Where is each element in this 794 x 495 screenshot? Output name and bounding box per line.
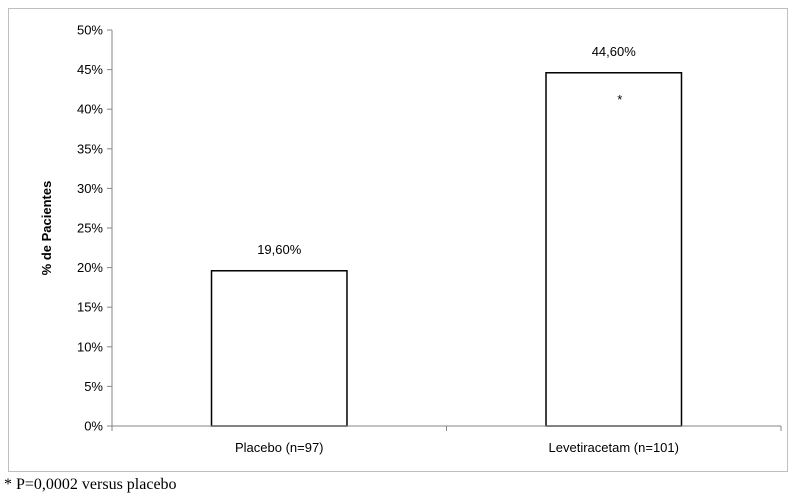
bar-data-label: 44,60% [592,44,637,59]
bars [210,72,683,427]
y-tick-label: 45% [77,62,103,77]
y-tick-label: 35% [77,141,103,156]
y-tick-label: 25% [77,221,103,236]
x-category-label: Levetiracetam (n=101) [549,440,679,455]
y-tick-label: 30% [77,181,103,196]
y-axis-title: % de Pacientes [39,181,54,276]
chart-frame [8,8,788,472]
y-tick-label: 40% [77,102,103,117]
bar-chart: % de Pacientes 0% 5% 10% 15% 20% 25% 30% 35% 40%… [39,23,782,455]
footnote: * P=0,0002 versus placebo [4,476,177,493]
bar-data-labels: 19,60% 44,60% [257,44,636,257]
significance-annotation: * [617,92,622,107]
x-category-label: Placebo (n=97) [235,440,324,455]
bar [545,72,683,427]
annotations: * [617,92,622,107]
y-tick-label: 15% [77,300,103,315]
bar [210,270,348,427]
x-axis-labels: Placebo (n=97) Levetiracetam (n=101) [235,440,679,455]
x-axis-ticks [111,426,782,431]
y-tick-label: 5% [84,379,103,394]
y-tick-label: 20% [77,260,103,275]
y-tick-label: 50% [77,23,103,38]
y-axis-ticks: 0% 5% 10% 15% 20% 25% 30% 35% 40% 45% 50% [77,23,112,434]
y-tick-label: 10% [77,339,103,354]
y-tick-label: 0% [84,419,103,434]
bar-data-label: 19,60% [257,242,302,257]
